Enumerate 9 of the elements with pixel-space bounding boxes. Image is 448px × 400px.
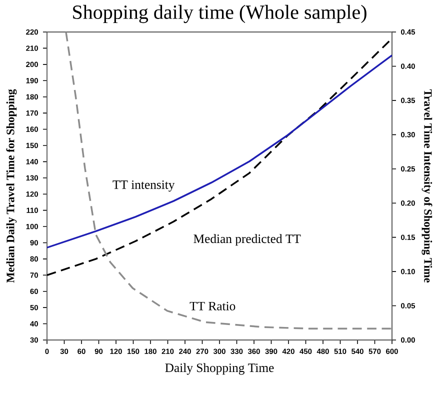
- series-label: TT intensity: [112, 180, 175, 192]
- chart-title: Shopping daily time (Whole sample): [73, 4, 366, 24]
- y-axis-title: Median Daily Travel Time for Shopping: [6, 89, 17, 283]
- y2-axis-title: Travel Time Intensity of Shopping Time: [422, 89, 432, 283]
- series-label: TT Ratio: [190, 302, 236, 310]
- line-series: [65, 32, 392, 330]
- line-series: [47, 54, 392, 248]
- series-label: Median predicted TT: [194, 234, 301, 246]
- x-axis-title: Daily Shopping Time: [165, 363, 274, 375]
